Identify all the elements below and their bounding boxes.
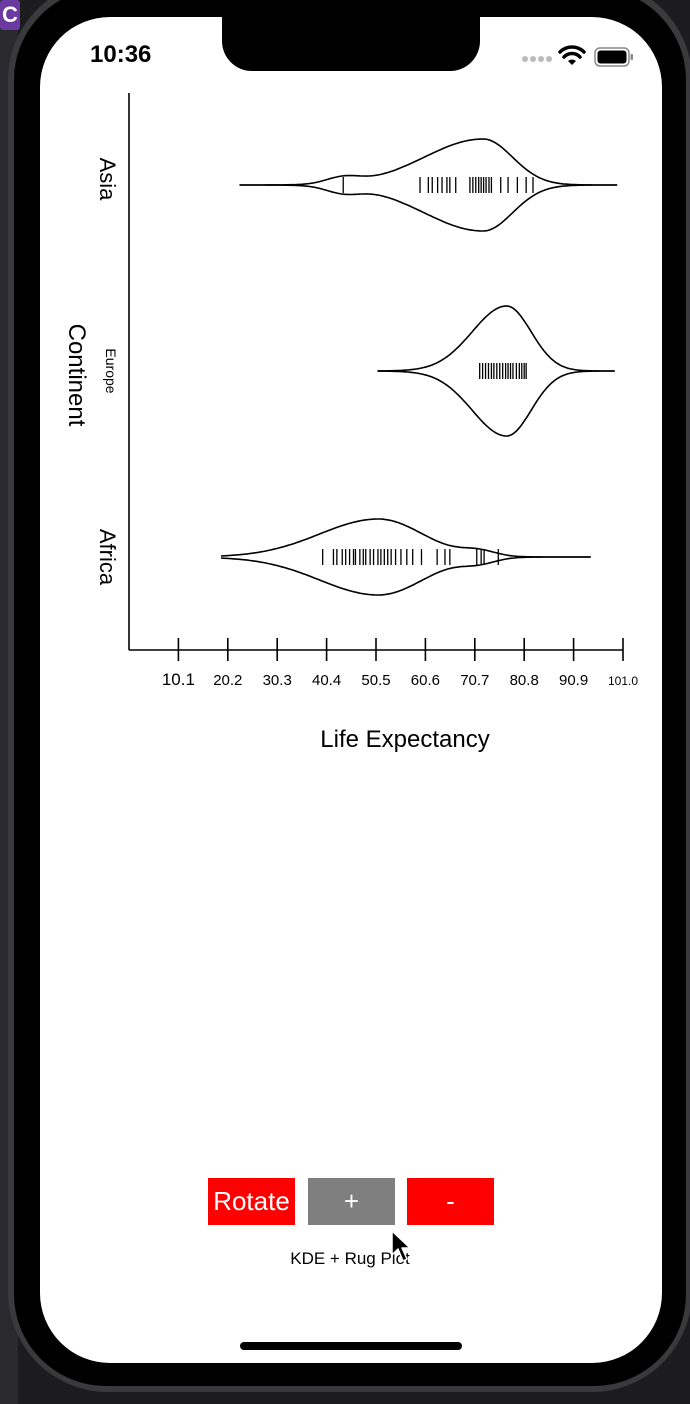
zoom-in-button[interactable]: +: [308, 1178, 395, 1225]
plot-type-label: KDE + Rug Plot: [290, 1249, 410, 1268]
violin-top-africa: [220, 518, 591, 558]
status-time: 10:36: [90, 41, 152, 68]
x-tick-label: 60.6: [411, 672, 440, 689]
home-indicator: [240, 1342, 462, 1350]
y-category-label-asia: Asia: [95, 158, 120, 202]
kde-rug-chart: 10.1 20.2 30.3 40.4 50.5 60.6 70.7 80.8 90.9 101.…: [63, 93, 638, 753]
x-tick-label: 50.5: [361, 672, 390, 689]
phone-screen: 10:36 10.1 20.2 30.3 40.4 50.5 60.6 70.7 80.8 90…: [40, 17, 662, 1363]
x-tick-label: 30.3: [263, 672, 292, 689]
violin-top-asia: [239, 138, 618, 186]
cellular-signal-icon: [522, 56, 552, 62]
x-tick-label: 40.4: [312, 672, 341, 689]
y-category-label-africa: Africa: [95, 529, 120, 586]
x-tick-label: 70.7: [460, 672, 489, 689]
zoom-out-button[interactable]: -: [407, 1178, 494, 1225]
app-badge: C: [0, 0, 20, 30]
x-axis-title: Life Expectancy: [320, 726, 489, 753]
rug-group: [322, 177, 534, 565]
violin-group: [220, 138, 618, 596]
y-category-label-europe: Europe: [103, 348, 119, 393]
mouse-cursor-icon: [391, 1230, 411, 1262]
x-tick-label: 80.8: [510, 672, 539, 689]
y-axis-title: Continent: [63, 324, 90, 427]
violin-top-europe: [377, 305, 615, 372]
notch: [222, 17, 480, 71]
rotate-button[interactable]: Rotate: [208, 1178, 295, 1225]
violin-bottom-africa: [220, 556, 591, 596]
violin-bottom-europe: [377, 370, 615, 437]
x-axis-ticks: 10.1 20.2 30.3 40.4 50.5 60.6 70.7 80.8 90.9 101.…: [162, 638, 638, 689]
x-tick-label: 10.1: [162, 670, 195, 689]
x-tick-label: 20.2: [213, 672, 242, 689]
violin-bottom-asia: [239, 184, 618, 232]
x-tick-label: 101.0: [608, 674, 638, 688]
battery-icon: [594, 47, 633, 67]
wifi-icon: [558, 45, 586, 65]
x-tick-label: 90.9: [559, 672, 588, 689]
